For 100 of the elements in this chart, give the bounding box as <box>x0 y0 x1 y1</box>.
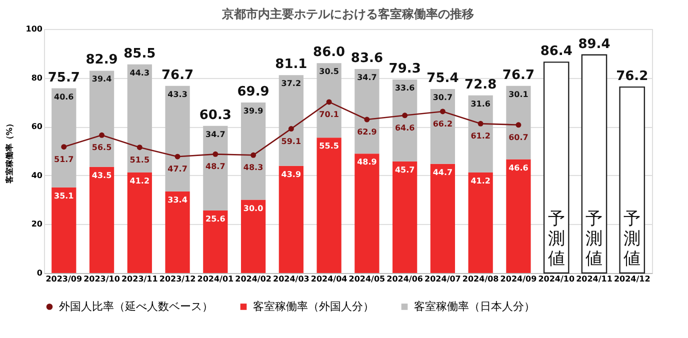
bar <box>240 102 266 200</box>
total-label: 82.9 <box>86 52 118 68</box>
x-tick-label: 2023/10 <box>84 274 120 284</box>
point <box>288 126 294 132</box>
total-label: 85.5 <box>124 46 156 62</box>
data-label: 56.5 <box>92 143 112 152</box>
data-label: 48.3 <box>243 163 264 172</box>
bar <box>619 86 646 274</box>
legend-label: 客室稼働率（外国人分） <box>253 300 374 313</box>
data-label: 61.2 <box>470 132 490 141</box>
x-tick-label: 2024/07 <box>424 274 461 284</box>
bar <box>506 159 531 273</box>
data-label: 40.6 <box>54 92 74 102</box>
data-label: 39.4 <box>92 74 112 84</box>
point <box>136 144 142 150</box>
data-label: 43.5 <box>92 170 112 180</box>
data-label: 33.6 <box>394 84 416 93</box>
data-label: 39.9 <box>243 106 264 116</box>
data-label: 30.0 <box>243 204 264 213</box>
annotation: 予測値 <box>586 209 603 269</box>
data-label: 44.7 <box>432 168 453 177</box>
bar <box>506 86 531 160</box>
bar <box>52 88 76 188</box>
data-label: 35.1 <box>54 191 74 200</box>
total-label: 72.8 <box>464 77 497 92</box>
bar <box>354 154 380 273</box>
total-label: 83.6 <box>350 51 383 66</box>
bar <box>392 161 418 273</box>
bar <box>468 172 493 273</box>
bar <box>316 63 342 138</box>
data-label: 34.7 <box>357 73 377 82</box>
total-label: 76.7 <box>502 68 535 83</box>
data-label: 33.4 <box>168 196 188 205</box>
data-label: 60.7 <box>508 132 528 142</box>
bar <box>316 138 342 273</box>
data-label: 62.9 <box>357 128 378 137</box>
bar <box>581 54 608 274</box>
total-label: 60.3 <box>199 108 232 123</box>
data-label: 43.9 <box>281 170 302 179</box>
x-tick-label: 2024/08 <box>462 274 500 284</box>
data-label: 43.3 <box>168 90 188 99</box>
bar <box>89 70 114 167</box>
x-tick-label: 2024/05 <box>348 274 386 284</box>
total-label: 75.4 <box>426 71 459 86</box>
bar <box>52 187 76 273</box>
x-tick-label: 2024/09 <box>500 274 538 284</box>
total-label: 86.0 <box>313 45 346 60</box>
point <box>402 112 408 118</box>
data-label: 76.2 <box>616 69 648 84</box>
bar <box>430 89 456 164</box>
data-label: 47.7 <box>168 164 188 174</box>
y-tick-label: 60 <box>31 122 43 132</box>
point <box>174 154 180 160</box>
y-tick-label: 80 <box>31 73 43 82</box>
legend-label: 外国人比率（延べ人数ベース） <box>59 300 213 313</box>
x-tick-label: 2024/11 <box>576 274 613 284</box>
data-label: 64.6 <box>394 123 416 132</box>
total-label: 79.3 <box>388 62 421 77</box>
point <box>326 99 332 105</box>
x-tick-label: 2023/12 <box>159 274 196 284</box>
data-label: 48.9 <box>357 158 378 167</box>
bar <box>240 200 266 273</box>
total-label: 75.7 <box>48 70 80 86</box>
bar <box>278 75 304 166</box>
point <box>364 116 370 122</box>
data-label: 41.2 <box>470 176 490 186</box>
bar <box>203 126 228 211</box>
annotation: 予測値 <box>548 209 565 269</box>
y-axis-title: 客室稼働率（%） <box>4 119 14 185</box>
x-tick-label: 2024/06 <box>386 274 424 284</box>
point <box>440 108 446 114</box>
x-tick-label: 2024/01 <box>197 274 234 284</box>
data-label: 66.2 <box>432 119 453 128</box>
chart-title: 京都市内主要ホテルにおける客室稼働率の推移 <box>221 7 474 21</box>
point <box>61 144 67 150</box>
point <box>250 152 256 158</box>
data-label: 30.7 <box>432 93 453 102</box>
y-tick-label: 40 <box>31 170 43 180</box>
data-label: 89.4 <box>578 36 610 52</box>
bar <box>543 62 570 274</box>
x-tick-label: 2024/04 <box>310 274 348 284</box>
data-label: 86.4 <box>540 44 572 60</box>
data-label: 34.7 <box>206 130 226 139</box>
data-label: 41.2 <box>130 176 150 186</box>
x-tick-label: 2024/03 <box>273 274 310 284</box>
bar <box>165 192 190 273</box>
data-label: 37.2 <box>281 79 302 88</box>
y-tick-label: 100 <box>26 24 43 34</box>
data-label: 45.7 <box>394 165 415 174</box>
x-tick-label: 2023/09 <box>46 274 82 284</box>
data-label: 70.1 <box>319 110 340 119</box>
data-label: 46.6 <box>508 163 529 172</box>
bar <box>127 172 152 273</box>
y-tick-label: 20 <box>31 220 43 229</box>
data-label: 55.5 <box>319 142 340 151</box>
bar <box>278 166 304 273</box>
point <box>212 151 218 157</box>
point <box>478 120 484 126</box>
bar <box>354 69 380 154</box>
total-label: 76.7 <box>161 68 194 83</box>
